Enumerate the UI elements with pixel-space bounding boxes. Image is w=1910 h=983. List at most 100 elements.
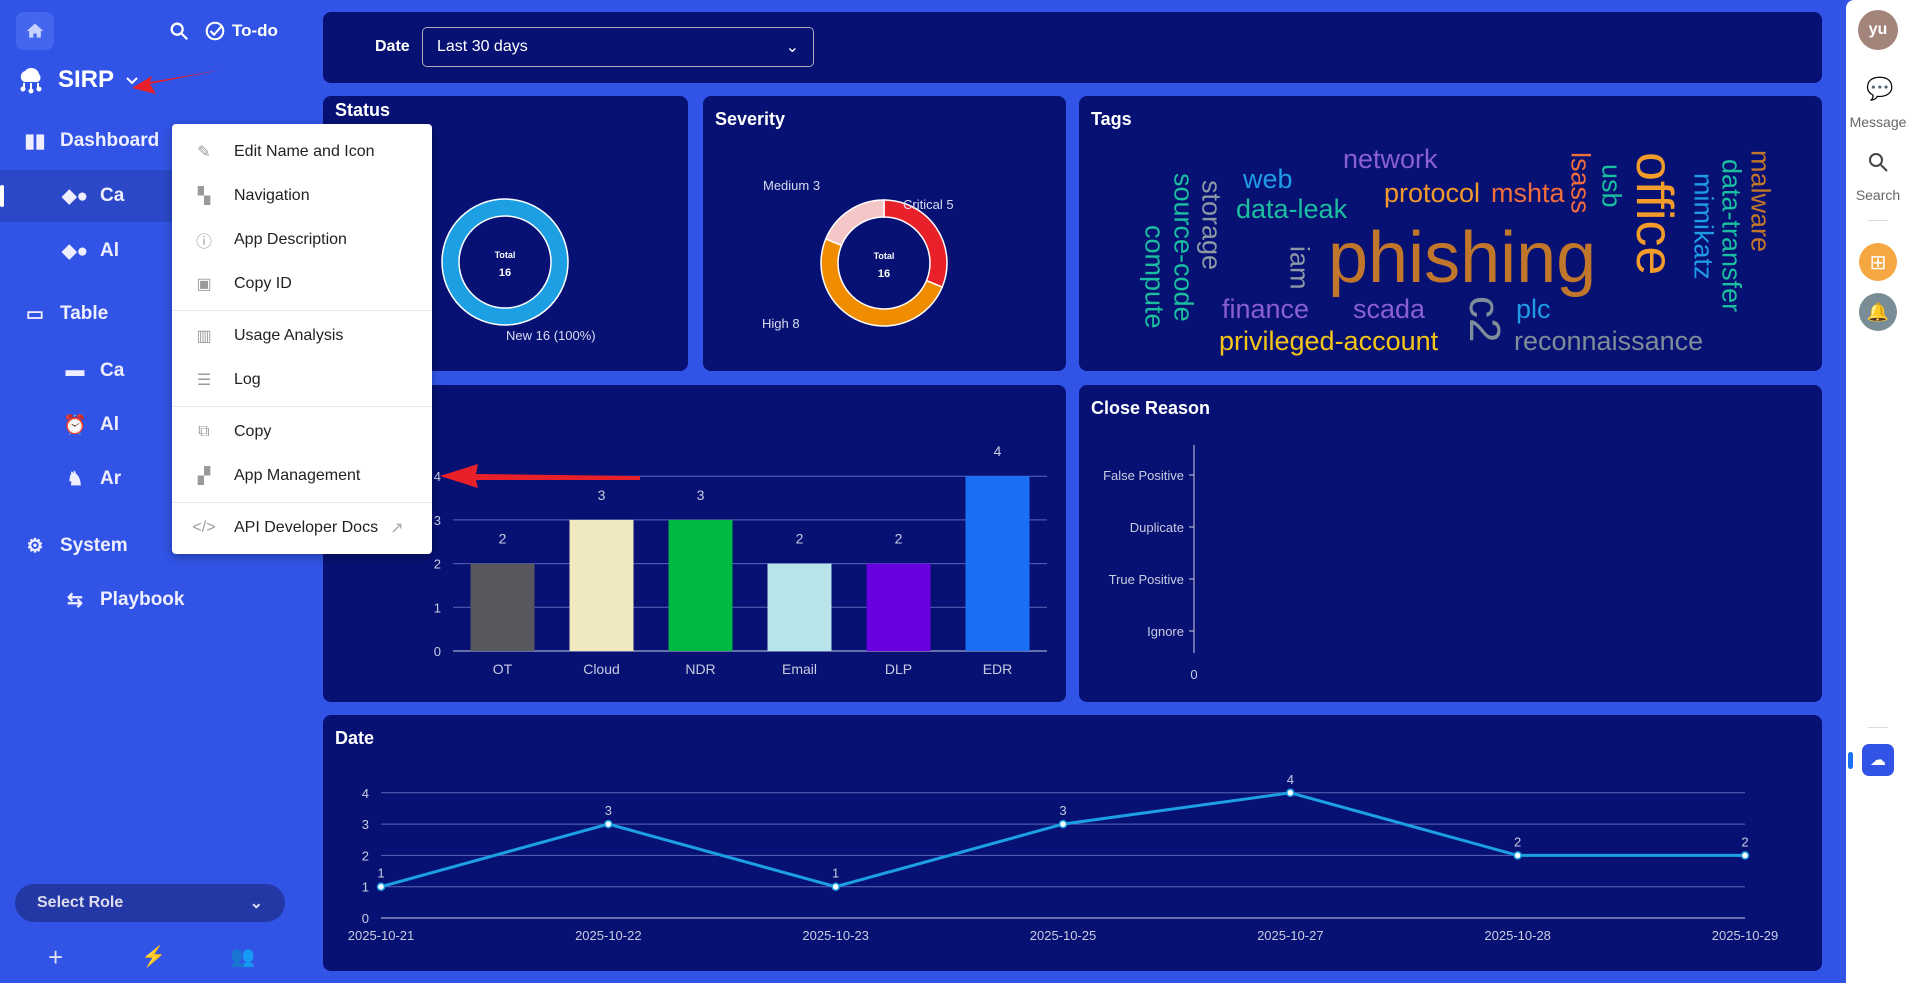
x-tick-label: NDR: [685, 661, 715, 677]
y-tick-label: 1: [434, 600, 441, 615]
divider: [1868, 220, 1888, 221]
sidebar-item-system[interactable]: ⚙ System: [0, 520, 312, 572]
sidebar-item-playbook[interactable]: ⇆ Playbook: [0, 574, 312, 626]
menu-item-copy[interactable]: ⧉ Copy: [172, 410, 432, 454]
tag-word[interactable]: usb: [1596, 164, 1627, 208]
menu-item-log[interactable]: ☰ Log: [172, 358, 432, 402]
tag-word[interactable]: source-code: [1168, 173, 1199, 322]
apps-grid-icon[interactable]: ⊞: [1859, 243, 1897, 281]
point-value-label: 2: [1741, 834, 1748, 849]
search-icon[interactable]: [1866, 150, 1890, 179]
users-icon[interactable]: 👥: [230, 946, 255, 968]
sidebar-item-asset[interactable]: ♞ Ar: [0, 453, 312, 505]
close-reason-chart: False Positive Duplicate True Positive Igno…: [1103, 445, 1198, 682]
message-label[interactable]: Message: [1849, 114, 1907, 130]
pie-slice: [883, 199, 948, 289]
menu-item-label: Copy: [234, 423, 272, 440]
x-tick-label: 0: [1190, 667, 1197, 682]
sidebar-item-alert[interactable]: ◆● Al: [0, 225, 312, 277]
y-tick-label: 0: [362, 911, 369, 926]
home-button[interactable]: [16, 12, 54, 50]
tag-word[interactable]: c2: [1460, 296, 1509, 343]
tag-word[interactable]: storage: [1196, 180, 1227, 271]
check-circle-icon: [205, 21, 225, 41]
tag-word[interactable]: malware: [1745, 150, 1776, 253]
y-tick-label: 2: [434, 557, 441, 572]
search-icon: [170, 22, 189, 41]
tag-word[interactable]: data-transfer: [1716, 159, 1747, 313]
tag-word[interactable]: office: [1625, 152, 1683, 276]
center-total: 16: [499, 267, 511, 279]
bar: [668, 519, 733, 651]
tag-word[interactable]: protocol: [1384, 178, 1481, 208]
bar: [866, 563, 931, 651]
sidebar-item-dashboard[interactable]: ▮▮ Dashboard: [0, 115, 312, 167]
tag-word[interactable]: data-leak: [1236, 194, 1348, 224]
menu-divider: [172, 502, 432, 503]
source-bar-chart: 0 1 2 3 4 2 OT 3 Cloud 3 NDR 2 Email 2 DLP 4 EDR: [434, 443, 1047, 677]
tag-word[interactable]: phishing: [1328, 218, 1597, 298]
slice-border: [458, 215, 552, 309]
sirp-app-icon[interactable]: ☁: [1862, 744, 1894, 776]
data-point: [604, 819, 613, 829]
sidebar-item-table-alert[interactable]: ⏰ Al: [0, 399, 312, 451]
menu-item-usage-analysis[interactable]: ▥ Usage Analysis: [172, 314, 432, 358]
playbook-icon: ⇆: [67, 589, 83, 611]
menu-item-app-description[interactable]: ⓘ App Description: [172, 218, 432, 262]
tag-word[interactable]: web: [1243, 164, 1293, 194]
sidebar-item-table[interactable]: ▭ Table: [0, 288, 312, 340]
x-tick-label: OT: [493, 661, 513, 677]
tag-word[interactable]: lsass: [1565, 152, 1596, 214]
menu-item-label: App Description: [234, 231, 347, 248]
tag-word[interactable]: scada: [1353, 294, 1426, 324]
bell-icon[interactable]: 🔔: [1859, 293, 1897, 331]
tag-word[interactable]: mimikatz: [1688, 173, 1719, 280]
add-icon[interactable]: +: [48, 942, 64, 972]
divider: [1868, 727, 1888, 728]
menu-item-label: API Developer Docs: [234, 519, 379, 536]
y-tick-label: Ignore: [1147, 624, 1184, 639]
tag-word[interactable]: compute: [1139, 225, 1170, 329]
app-name: SIRP: [58, 66, 115, 93]
x-tick-label: Cloud: [583, 661, 620, 677]
app-switcher[interactable]: SIRP: [16, 66, 140, 94]
magic-bolt-icon[interactable]: ⚡: [141, 946, 166, 968]
slice-label: High 8: [762, 316, 800, 331]
x-tick-label: 2025-10-22: [575, 928, 642, 943]
avatar[interactable]: yu: [1858, 10, 1898, 50]
filter-bar: Date Last 30 days ⌄: [323, 12, 1822, 83]
menu-item-edit-name-icon[interactable]: ✎ Edit Name and Icon: [172, 130, 432, 174]
data-point: [1513, 851, 1522, 860]
tag-word[interactable]: network: [1343, 144, 1438, 174]
gear-icon: ⚙: [26, 535, 44, 557]
data-point: [1740, 851, 1750, 860]
menu-item-navigation[interactable]: ▚ Navigation: [172, 174, 432, 218]
search-button[interactable]: [168, 20, 190, 47]
slice-label: Medium 3: [763, 178, 820, 193]
x-tick-label: DLP: [885, 661, 912, 677]
tag-word[interactable]: plc: [1516, 294, 1551, 324]
search-label[interactable]: Search: [1855, 187, 1901, 203]
todo-button[interactable]: To-do: [204, 20, 278, 42]
date-range-select[interactable]: Last 30 days ⌄: [422, 27, 814, 67]
panel-title: Tags: [1091, 109, 1132, 129]
sidebar-item-label: Playbook: [100, 589, 185, 610]
select-role-dropdown[interactable]: Select Role ⌄: [15, 884, 285, 922]
message-icon[interactable]: 💬: [1866, 76, 1894, 101]
home-icon: [26, 23, 44, 38]
y-tick-label: 1: [362, 880, 369, 895]
tag-word[interactable]: iam: [1284, 246, 1315, 290]
menu-item-copy-id[interactable]: ▣ Copy ID: [172, 262, 432, 306]
menu-item-api-docs[interactable]: </> API Developer Docs ↗: [172, 506, 432, 550]
menu-divider: [172, 406, 432, 407]
menu-item-app-management[interactable]: ▞ App Management: [172, 454, 432, 498]
id-card-icon: ▣: [196, 276, 212, 293]
panel-title: Date: [335, 728, 375, 748]
tag-word[interactable]: reconnaissance: [1514, 326, 1704, 356]
tag-word[interactable]: finance: [1222, 294, 1310, 324]
bar: [767, 563, 832, 651]
tag-word[interactable]: privileged-account: [1219, 326, 1439, 356]
tag-word[interactable]: mshta: [1491, 178, 1565, 208]
date-line-chart: 0123412025-10-2132025-10-2212025-10-2332…: [348, 772, 1779, 943]
sidebar-item-table-case[interactable]: ▬ Ca: [0, 345, 312, 397]
